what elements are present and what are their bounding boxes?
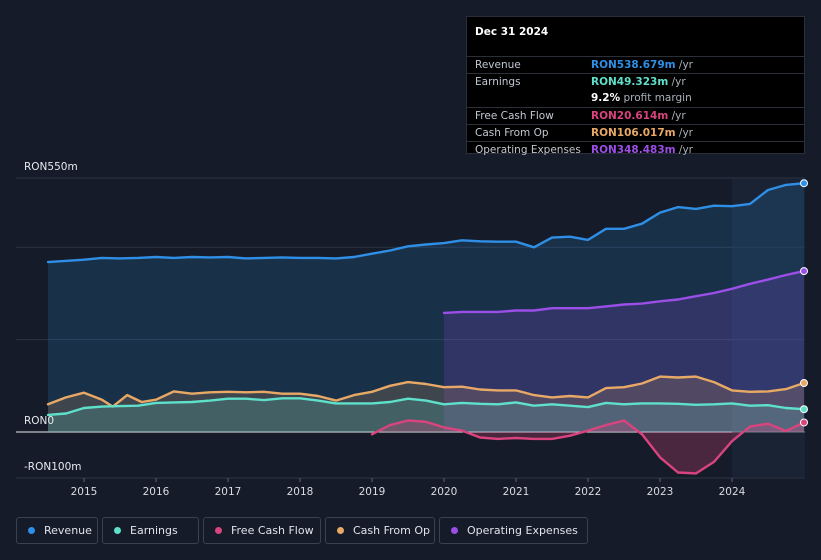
tooltip-label: Cash From Op xyxy=(475,127,549,139)
tooltip-row-earnings: Earnings RON49.323m /yr xyxy=(467,73,804,91)
tooltip-panel: Dec 31 2024 Revenue RON538.679m /yr Earn… xyxy=(466,16,805,156)
x-tick-label: 2020 xyxy=(431,486,458,498)
tooltip-label: Earnings xyxy=(475,76,521,88)
x-tick-label: 2015 xyxy=(71,486,98,498)
line-operating-expenses xyxy=(442,269,806,315)
area-revenue xyxy=(48,183,804,432)
legend-item-revenue[interactable]: Revenue xyxy=(16,517,98,544)
y-label-top: RON550m xyxy=(24,161,78,173)
tooltip-row-margin: 9.2% profit margin xyxy=(467,90,804,107)
x-tick-label: 2017 xyxy=(215,486,242,498)
tooltip-value: RON348.483m xyxy=(591,144,676,156)
tooltip-value: RON49.323m xyxy=(591,76,669,88)
x-tick-label: 2021 xyxy=(503,486,530,498)
legend-dot-icon xyxy=(28,527,35,534)
tooltip-value: RON20.614m xyxy=(591,110,669,122)
endpoint-earnings xyxy=(800,405,808,414)
legend-item-earnings[interactable]: Earnings xyxy=(102,517,199,544)
series-endpoints xyxy=(800,179,808,427)
endpoint-cash-from-op xyxy=(800,379,808,388)
x-axis-ticks: 2015 2016 2017 2018 2019 2020 2021 2022 2023 2024 xyxy=(71,478,746,498)
endpoint-revenue xyxy=(800,179,808,188)
legend-label: Cash From Op xyxy=(353,524,431,537)
tooltip-unit: /yr xyxy=(675,59,693,71)
legend-item-cash-from-op[interactable]: Cash From Op xyxy=(325,517,435,544)
tooltip-value: 9.2% xyxy=(591,92,621,104)
tooltip-unit: /yr xyxy=(675,127,693,139)
legend-dot-icon xyxy=(451,527,458,534)
tooltip-row-operating-expenses: Operating Expenses RON348.483m /yr xyxy=(467,141,804,159)
x-tick-label: 2022 xyxy=(575,486,602,498)
legend-item-operating-expenses[interactable]: Operating Expenses xyxy=(439,517,588,544)
endpoint-free-cash-flow xyxy=(800,418,808,427)
tooltip-date: Dec 31 2024 xyxy=(475,26,549,38)
x-tick-label: 2019 xyxy=(359,486,386,498)
area-free-cash-flow xyxy=(372,420,804,474)
tooltip-row-free-cash-flow: Free Cash Flow RON20.614m /yr xyxy=(467,107,804,125)
area-cash-from-op xyxy=(48,376,804,432)
x-tick-label: 2016 xyxy=(143,486,170,498)
tooltip-unit: /yr xyxy=(675,144,693,156)
x-tick-label: 2023 xyxy=(647,486,674,498)
tooltip-row-cash-from-op: Cash From Op RON106.017m /yr xyxy=(467,124,804,142)
line-cash-from-op xyxy=(46,375,806,408)
tooltip-row-revenue: Revenue RON538.679m /yr xyxy=(467,56,804,74)
endpoint-operating-expenses xyxy=(800,267,808,276)
x-tick-label: 2018 xyxy=(287,486,314,498)
series-lines xyxy=(46,182,806,475)
line-revenue xyxy=(46,182,806,264)
tooltip-unit: /yr xyxy=(668,110,686,122)
y-label-zero: RON0 xyxy=(24,415,54,427)
tooltip-label: Operating Expenses xyxy=(475,144,581,156)
tooltip-value: RON106.017m xyxy=(591,127,676,139)
tooltip-unit: profit margin xyxy=(620,92,692,104)
tooltip-value: RON538.679m xyxy=(591,59,676,71)
series-areas xyxy=(48,183,804,474)
line-free-cash-flow xyxy=(370,419,806,475)
legend-dot-icon xyxy=(337,527,344,534)
grid-lines xyxy=(16,177,805,479)
y-label-bottom: -RON100m xyxy=(24,461,81,473)
legend-dot-icon xyxy=(114,527,121,534)
legend-label: Free Cash Flow xyxy=(231,524,314,537)
tooltip-label: Revenue xyxy=(475,59,521,71)
legend-label: Earnings xyxy=(130,524,178,537)
tooltip-label: Free Cash Flow xyxy=(475,110,554,122)
line-earnings xyxy=(46,397,806,417)
legend-label: Revenue xyxy=(44,524,92,537)
tooltip-unit: /yr xyxy=(668,76,686,88)
x-tick-label: 2024 xyxy=(719,486,746,498)
legend-item-free-cash-flow[interactable]: Free Cash Flow xyxy=(203,517,321,544)
legend-dot-icon xyxy=(215,527,222,534)
legend-label: Operating Expenses xyxy=(467,524,578,537)
